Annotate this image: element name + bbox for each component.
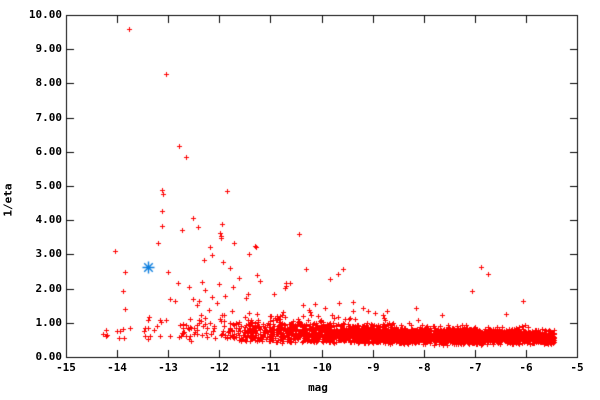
x-tick-label: -8 [417, 361, 431, 374]
y-tick-label: 7.00 [35, 111, 63, 124]
x-tick-label: -15 [56, 361, 76, 374]
y-tick-label: 6.00 [35, 145, 63, 158]
y-tick-label: 3.00 [35, 247, 63, 260]
y-axis-title: 1/eta [1, 183, 15, 217]
x-tick-label: -9 [366, 361, 380, 374]
x-tick-label: -10 [312, 361, 332, 374]
x-tick-label: -12 [209, 361, 229, 374]
x-tick-label: -5 [570, 361, 584, 374]
y-tick-label: 5.00 [35, 179, 63, 192]
y-tick-label: 0.00 [35, 350, 63, 363]
y-tick-label: 4.00 [35, 213, 63, 226]
y-tick-label: 10.00 [28, 8, 62, 21]
x-axis-title: mag [308, 381, 328, 394]
x-tick-label: -14 [107, 361, 127, 374]
y-tick-label: 8.00 [35, 76, 63, 89]
x-tick-label: -6 [519, 361, 533, 374]
x-tick-label: -11 [260, 361, 280, 374]
x-tick-label: -7 [468, 361, 482, 374]
y-tick-label: 2.00 [35, 282, 63, 295]
x-tick-label: -13 [158, 361, 178, 374]
y-tick-label: 9.00 [35, 42, 63, 55]
y-tick-label: 1.00 [35, 316, 63, 329]
